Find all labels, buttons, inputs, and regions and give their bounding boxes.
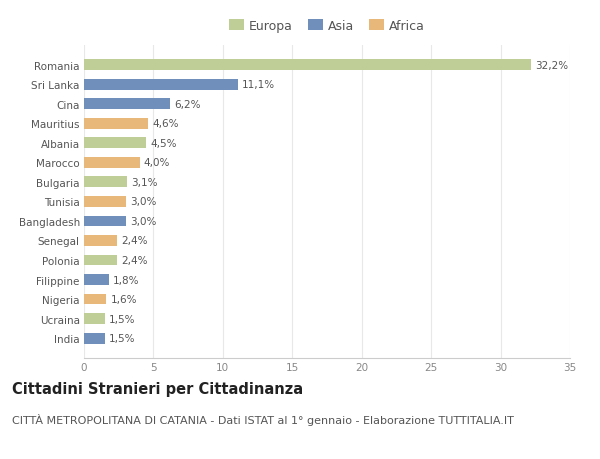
Bar (84, 294, 106, 305)
Bar (84, 60, 531, 71)
Text: 1,5%: 1,5% (109, 314, 136, 324)
Bar (84, 157, 140, 168)
Text: Cittadini Stranieri per Cittadinanza: Cittadini Stranieri per Cittadinanza (12, 381, 303, 396)
Text: 11,1%: 11,1% (242, 80, 275, 90)
Text: 3,1%: 3,1% (131, 178, 158, 187)
Text: 2,4%: 2,4% (121, 256, 148, 265)
Text: 1,8%: 1,8% (113, 275, 140, 285)
Bar (84, 255, 118, 266)
Legend: Europa, Asia, Africa: Europa, Asia, Africa (224, 15, 430, 38)
Bar (84, 235, 118, 246)
Text: 4,6%: 4,6% (152, 119, 179, 129)
Text: 1,6%: 1,6% (110, 295, 137, 304)
Text: 2,4%: 2,4% (121, 236, 148, 246)
Bar (84, 216, 125, 227)
Bar (84, 274, 109, 285)
Bar (84, 177, 127, 188)
Bar (84, 196, 125, 207)
Text: 3,0%: 3,0% (130, 197, 156, 207)
Text: 32,2%: 32,2% (535, 61, 568, 70)
Text: 3,0%: 3,0% (130, 217, 156, 226)
Text: 4,5%: 4,5% (151, 139, 177, 148)
Bar (84, 118, 148, 129)
Bar (84, 138, 146, 149)
Text: 6,2%: 6,2% (174, 100, 201, 109)
Bar (84, 79, 238, 90)
Bar (84, 99, 170, 110)
Bar (84, 333, 105, 344)
Text: 4,0%: 4,0% (144, 158, 170, 168)
Text: CITTÀ METROPOLITANA DI CATANIA - Dati ISTAT al 1° gennaio - Elaborazione TUTTITA: CITTÀ METROPOLITANA DI CATANIA - Dati IS… (12, 413, 514, 425)
Bar (84, 313, 105, 325)
Text: 1,5%: 1,5% (109, 334, 136, 343)
